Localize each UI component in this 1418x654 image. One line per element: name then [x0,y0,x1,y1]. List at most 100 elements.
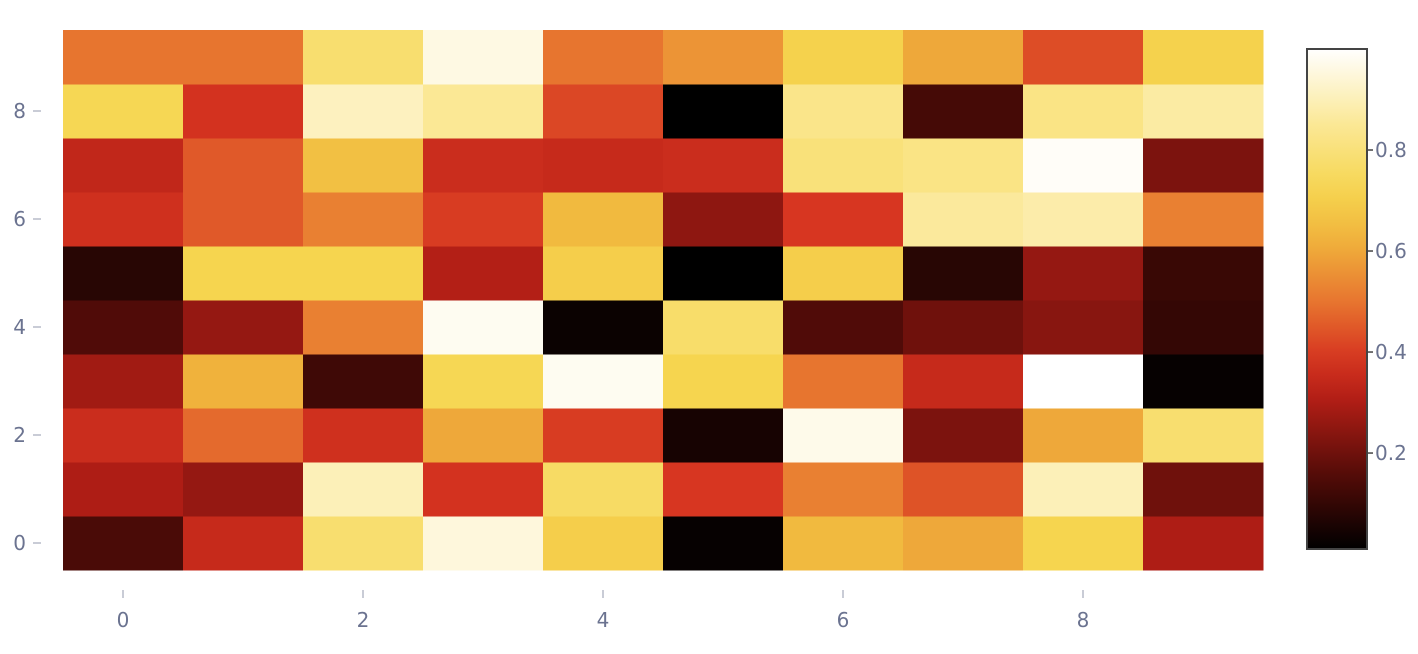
heatmap-cell-3-8 [423,84,544,139]
heatmap-cell-6-6 [783,192,904,247]
heatmap-cell-7-3 [903,354,1024,409]
heatmap-cell-5-7 [663,138,784,193]
heatmap-cell-7-8 [903,84,1024,139]
heatmap-cell-7-9 [903,30,1024,85]
heatmap-cell-4-8 [543,84,664,139]
heatmap-cell-4-4 [543,300,664,355]
heatmap-cell-3-6 [423,192,544,247]
x-tick-label-6: 6 [837,608,850,632]
heatmap-cell-0-6 [63,192,184,247]
heatmap-cell-5-2 [663,408,784,463]
heatmap-cell-7-2 [903,408,1024,463]
heatmap-cell-3-0 [423,516,544,571]
heatmap-cell-0-8 [63,84,184,139]
x-tick-label-4: 4 [597,608,610,632]
heatmap-cell-5-6 [663,192,784,247]
heatmap-cell-6-2 [783,408,904,463]
heatmap-cell-4-6 [543,192,664,247]
heatmap-cell-2-4 [303,300,424,355]
heatmap-cell-2-5 [303,246,424,301]
heatmap-cell-5-0 [663,516,784,571]
heatmap-cell-6-5 [783,246,904,301]
heatmap-cell-7-7 [903,138,1024,193]
heatmap-cell-9-7 [1143,138,1264,193]
heatmap-cell-9-0 [1143,516,1264,571]
colorbar-tick-label-0.8: 0.8 [1375,138,1407,162]
heatmap-cell-1-8 [183,84,304,139]
heatmap-cell-3-3 [423,354,544,409]
heatmap-cell-6-3 [783,354,904,409]
heatmap-cell-7-1 [903,462,1024,517]
heatmap-cell-5-5 [663,246,784,301]
y-tick-label-8: 8 [13,99,26,123]
heatmap-cell-2-0 [303,516,424,571]
heatmap-cell-9-2 [1143,408,1264,463]
heatmap-cell-4-7 [543,138,664,193]
colorbar-gradient [1306,48,1368,550]
heatmap-cell-5-9 [663,30,784,85]
y-tick-label-6: 6 [13,207,26,231]
heatmap-cell-3-9 [423,30,544,85]
heatmap-cell-0-3 [63,354,184,409]
heatmap-cell-2-6 [303,192,424,247]
heatmap-cell-3-7 [423,138,544,193]
heatmap-cell-9-5 [1143,246,1264,301]
heatmap-cell-1-0 [183,516,304,571]
heatmap-cell-0-1 [63,462,184,517]
heatmap-cell-6-8 [783,84,904,139]
heatmap-cell-5-3 [663,354,784,409]
heatmap-cell-3-1 [423,462,544,517]
heatmap-cell-9-4 [1143,300,1264,355]
heatmap-cell-1-7 [183,138,304,193]
x-tick-label-0: 0 [117,608,130,632]
heatmap-cell-1-2 [183,408,304,463]
heatmap-cell-2-2 [303,408,424,463]
heatmap-cell-4-1 [543,462,664,517]
heatmap-cell-9-9 [1143,30,1264,85]
heatmap-cell-7-4 [903,300,1024,355]
heatmap-cell-9-8 [1143,84,1264,139]
heatmap-cell-5-8 [663,84,784,139]
heatmap-cell-1-1 [183,462,304,517]
heatmap-cell-8-0 [1023,516,1144,571]
heatmap-cell-6-9 [783,30,904,85]
heatmap-cell-7-0 [903,516,1024,571]
heatmap-cell-7-5 [903,246,1024,301]
heatmap-cell-6-4 [783,300,904,355]
heatmap-cell-8-3 [1023,354,1144,409]
heatmap-cell-0-2 [63,408,184,463]
heatmap-cell-7-6 [903,192,1024,247]
heatmap-cell-4-3 [543,354,664,409]
heatmap-cell-3-4 [423,300,544,355]
heatmap-cell-2-3 [303,354,424,409]
heatmap-cell-6-0 [783,516,904,571]
heatmap-cell-8-9 [1023,30,1144,85]
heatmap-cell-2-7 [303,138,424,193]
heatmap-cell-8-6 [1023,192,1144,247]
heatmap-cell-1-6 [183,192,304,247]
heatmap-cell-9-1 [1143,462,1264,517]
heatmap-cell-4-5 [543,246,664,301]
heatmap-cell-9-3 [1143,354,1264,409]
x-tick-label-2: 2 [357,608,370,632]
heatmap-cell-1-5 [183,246,304,301]
heatmap-cell-1-4 [183,300,304,355]
heatmap-cell-8-8 [1023,84,1144,139]
heatmap-cell-5-4 [663,300,784,355]
heatmap-cell-6-7 [783,138,904,193]
heatmap-cell-8-4 [1023,300,1144,355]
heatmap-cell-4-9 [543,30,664,85]
heatmap-cell-0-7 [63,138,184,193]
heatmap-cell-0-0 [63,516,184,571]
heatmap-cell-2-9 [303,30,424,85]
heatmap-cell-1-3 [183,354,304,409]
heatmap-cells [63,30,1264,571]
colorbar-tick-label-0.2: 0.2 [1375,441,1407,465]
heatmap-cell-8-1 [1023,462,1144,517]
heatmap-cell-0-9 [63,30,184,85]
heatmap-cell-3-5 [423,246,544,301]
heatmap-cell-4-2 [543,408,664,463]
heatmap-cell-3-2 [423,408,544,463]
y-tick-label-0: 0 [13,531,26,555]
